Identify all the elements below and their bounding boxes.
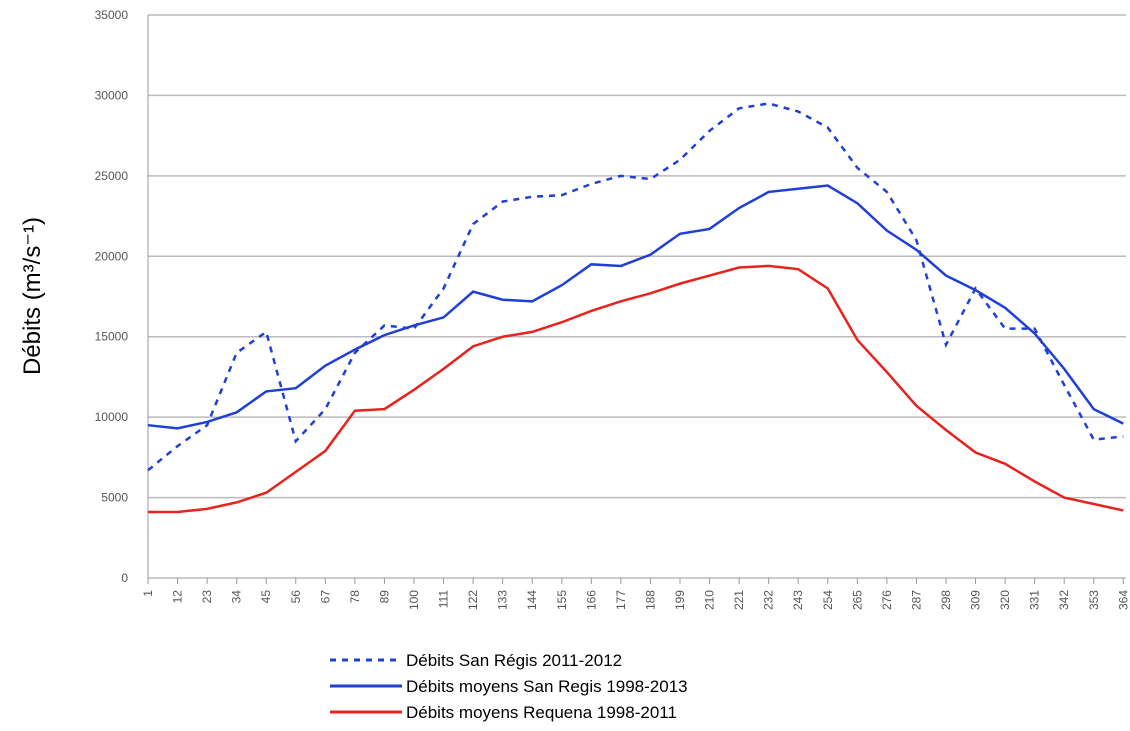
x-tick-label: 353	[1087, 590, 1101, 610]
x-tick-label: 309	[969, 590, 983, 610]
x-tick-label: 12	[171, 590, 185, 604]
x-tick-label: 45	[259, 590, 273, 604]
x-tick-label: 177	[614, 590, 628, 610]
y-axis-label: Débits (m³/s⁻¹)	[19, 217, 46, 375]
x-tick-label: 122	[466, 590, 480, 610]
legend-label: Débits moyens Requena 1998-2011	[406, 703, 677, 722]
y-tick-label: 20000	[95, 249, 129, 263]
x-tick-label: 23	[200, 590, 214, 604]
x-tick-label: 221	[732, 590, 746, 610]
legend-label: Débits moyens San Regis 1998-2013	[406, 677, 688, 696]
x-tick-label: 342	[1057, 590, 1071, 610]
x-tick-label: 89	[377, 590, 391, 604]
x-tick-label: 276	[880, 590, 894, 610]
x-tick-label: 287	[909, 590, 923, 610]
x-tick-label: 1	[141, 590, 155, 597]
x-tick-label: 67	[318, 590, 332, 604]
x-tick-label: 199	[673, 590, 687, 610]
x-tick-label: 331	[1028, 590, 1042, 610]
y-tick-label: 5000	[101, 491, 128, 505]
x-tick-label: 254	[821, 590, 835, 610]
x-tick-label: 78	[348, 590, 362, 604]
x-tick-label: 34	[230, 590, 244, 604]
x-tick-label: 243	[791, 590, 805, 610]
line-series	[147, 184, 1124, 430]
x-tick-label: 133	[496, 590, 510, 610]
x-tick-label: 232	[762, 590, 776, 610]
x-tick-label: 265	[850, 590, 864, 610]
x-tick-label: 111	[437, 590, 451, 609]
x-tick-label: 298	[939, 590, 953, 610]
x-tick-label: 144	[525, 590, 539, 610]
x-tick-label: 320	[998, 590, 1012, 610]
y-tick-label: 15000	[95, 330, 129, 344]
x-tick-label: 56	[289, 590, 303, 604]
y-tick-label: 30000	[95, 88, 129, 102]
legend-label: Débits San Régis 2011-2012	[406, 651, 622, 670]
x-tick-label: 364	[1116, 590, 1130, 610]
x-tick-label: 210	[703, 590, 717, 610]
x-tick-label: 166	[584, 590, 598, 610]
y-tick-label: 25000	[95, 169, 129, 183]
y-tick-label: 35000	[95, 8, 129, 22]
y-tick-label: 10000	[95, 410, 129, 424]
x-tick-label: 155	[555, 590, 569, 610]
line-series	[147, 102, 1124, 472]
x-tick-label: 188	[643, 590, 657, 610]
y-tick-label: 0	[121, 571, 128, 585]
line-series	[148, 264, 1124, 514]
x-tick-label: 100	[407, 590, 421, 610]
